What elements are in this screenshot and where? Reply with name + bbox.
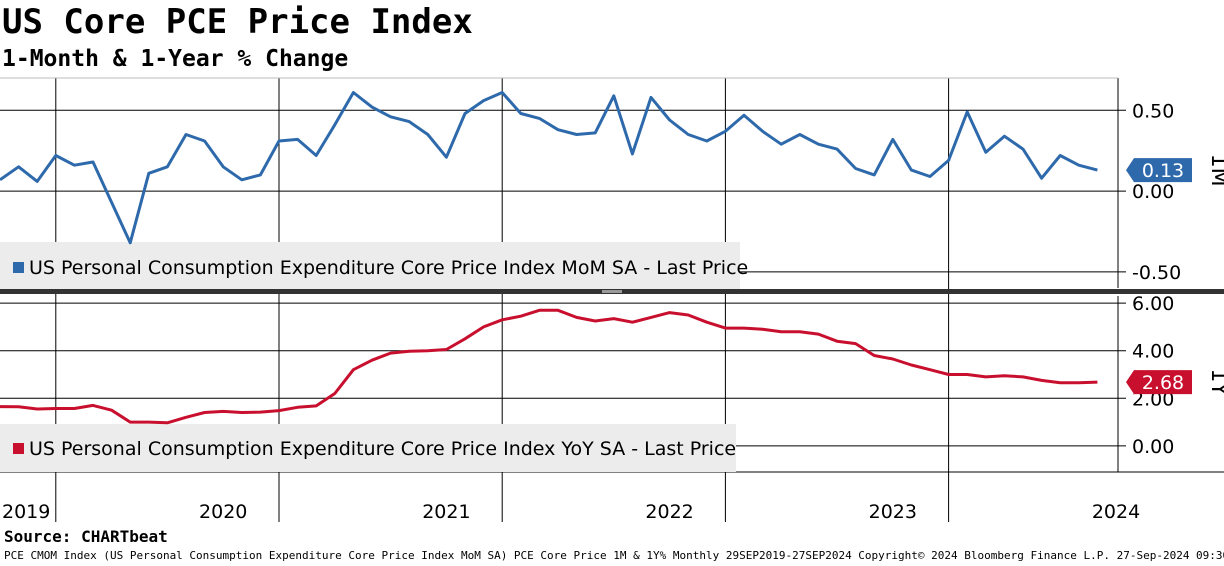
footer-note: PCE CMOM Index (US Personal Consumption …: [4, 549, 1224, 562]
mom-y-tick-label: -0.50: [1132, 262, 1181, 284]
source-note: Source: CHARTbeat: [4, 527, 168, 546]
yoy-last-value-tag: [1126, 370, 1192, 395]
x-tick-label: 2023: [869, 501, 917, 523]
mom-legend-swatch: [13, 262, 24, 273]
x-tick-label: 2024: [1092, 501, 1140, 523]
chart-subtitle: 1-Month & 1-Year % Change: [2, 46, 349, 72]
mom-legend-box: [0, 242, 740, 292]
mom-y-tick-label: 0.00: [1132, 181, 1174, 203]
yoy-legend-box: [0, 424, 736, 472]
mom-legend-label: US Personal Consumption Expenditure Core…: [29, 257, 748, 279]
x-tick-label: 2019: [2, 501, 50, 523]
x-tick-label: 2022: [645, 501, 693, 523]
x-tick-label: 2020: [199, 501, 247, 523]
chart-title: US Core PCE Price Index: [2, 2, 473, 42]
mom-last-value-label: 0.13: [1142, 160, 1184, 182]
yoy-series-line: [0, 308, 1098, 425]
yoy-last-value-label: 2.68: [1142, 372, 1184, 394]
mom-axis-label: 1M: [1206, 154, 1224, 187]
yoy-y-tick-label: 4.00: [1132, 341, 1174, 363]
separator-grip: [602, 290, 622, 293]
mom-series-line: [0, 91, 1098, 245]
x-tick-label: 2021: [422, 501, 470, 523]
yoy-axis-label: 1Y: [1206, 368, 1224, 396]
yoy-legend-label: US Personal Consumption Expenditure Core…: [29, 438, 736, 460]
yoy-y-tick-label: 6.00: [1132, 293, 1174, 315]
mom-y-tick-label: 0.50: [1132, 100, 1174, 122]
yoy-y-tick-label: 0.00: [1132, 436, 1174, 458]
mom-last-value-tag: [1126, 158, 1192, 183]
yoy-legend-swatch: [13, 443, 24, 454]
